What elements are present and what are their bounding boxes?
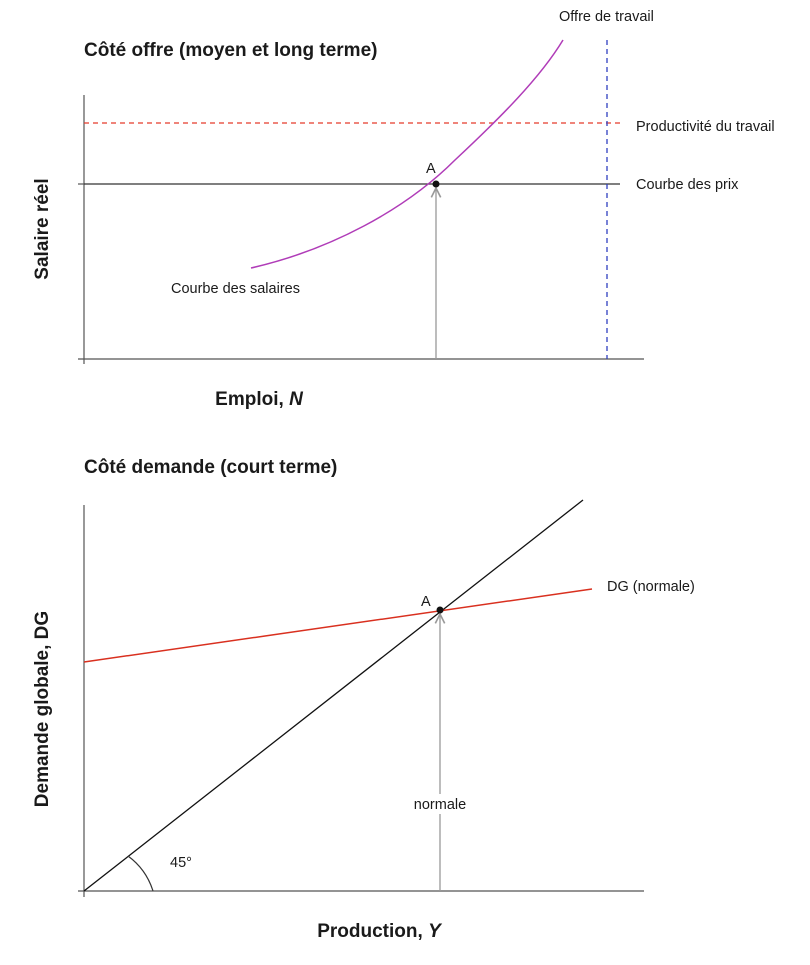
supply-point-a — [432, 180, 440, 188]
supply-y-axis-label: Salaire réel — [32, 178, 53, 279]
demand-y-axis-label: Demande globale, DG — [32, 611, 53, 807]
supply-chart-title: Côté offre (moyen et long terme) — [84, 40, 377, 61]
wage-curve-line — [250, 39, 564, 269]
supply-chart: Côté offre (moyen et long terme) Salaire… — [32, 9, 775, 410]
normale-label-bg — [412, 794, 470, 814]
diagonal-45-line — [83, 499, 584, 892]
demand-point-a — [436, 606, 444, 614]
dg-line — [83, 588, 593, 663]
supply-x-axis-label: Emploi, N — [215, 389, 304, 410]
demand-chart: Côté demande (court terme) Demande globa… — [32, 457, 695, 942]
dg-label: DG (normale) — [607, 579, 695, 595]
angle-45-arc — [127, 855, 154, 892]
supply-point-a-label: A — [426, 161, 436, 177]
angle-45-label: 45° — [170, 855, 192, 871]
demand-x-axis-label: Production, Y — [317, 921, 443, 942]
normale-label: normale — [414, 797, 466, 813]
demand-chart-title: Côté demande (court terme) — [84, 457, 337, 478]
demand-point-a-label: A — [421, 594, 431, 610]
wage-curve-label: Courbe des salaires — [171, 281, 300, 297]
price-curve-label: Courbe des prix — [636, 177, 739, 193]
labour-supply-label: Offre de travail — [559, 9, 654, 25]
productivity-label: Productivité du travail — [636, 119, 775, 135]
